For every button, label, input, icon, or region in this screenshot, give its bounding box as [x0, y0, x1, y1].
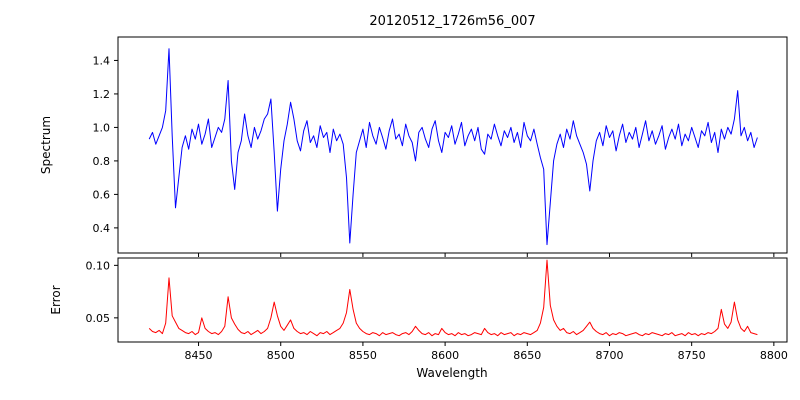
y-tick-label: 0.6: [93, 188, 111, 201]
x-tick-label: 8700: [595, 349, 623, 362]
y-tick-label: 0.10: [86, 259, 111, 272]
x-tick-label: 8800: [760, 349, 788, 362]
x-tick-label: 8750: [678, 349, 706, 362]
error-line: [148, 259, 758, 337]
y-tick-label: 1.0: [93, 121, 111, 134]
chart-title: 20120512_1726m56_007: [369, 14, 536, 29]
spectrum-plot-frame: [117, 36, 788, 254]
x-tick-label: 8600: [431, 349, 459, 362]
x-tick-label: 8650: [513, 349, 541, 362]
x-axis-label: Wavelength: [416, 366, 488, 380]
x-tick-label: 8450: [185, 349, 213, 362]
y-tick-label: 0.05: [86, 312, 111, 325]
x-tick-label: 8550: [349, 349, 377, 362]
error-plot-frame: [117, 257, 788, 343]
y-axis-label-error: Error: [49, 285, 63, 315]
y-tick-label: 1.4: [93, 54, 111, 67]
x-tick-label: 8500: [267, 349, 295, 362]
y-axis-label-spectrum: Spectrum: [39, 115, 53, 175]
y-tick-label: 0.4: [93, 222, 111, 235]
spectrum-line: [148, 48, 758, 246]
y-tick-label: 1.2: [93, 88, 111, 101]
y-tick-label: 0.8: [93, 155, 111, 168]
